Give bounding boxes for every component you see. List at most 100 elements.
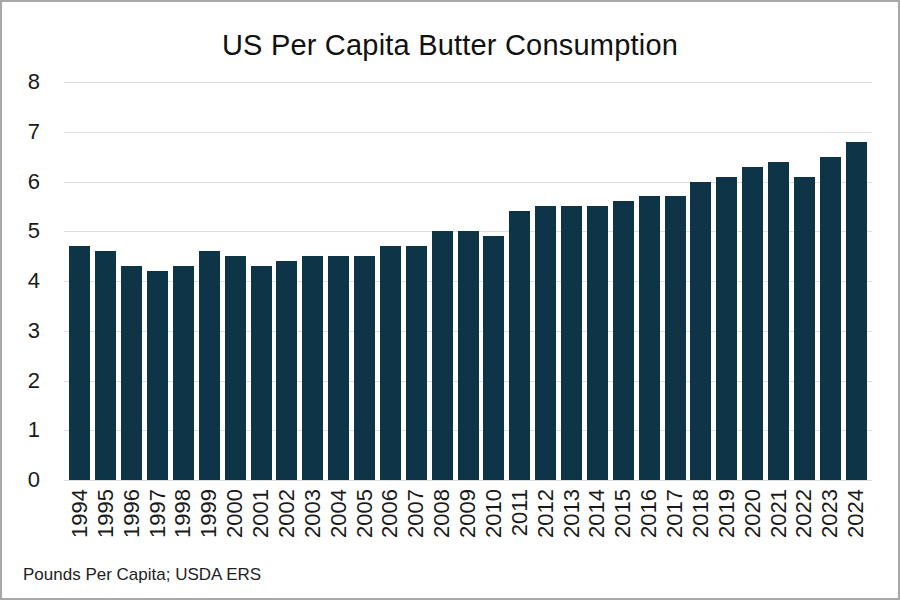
bar-column [559,82,585,480]
bar-column [93,82,119,480]
x-axis-tick-label: 2021 [768,489,790,538]
bar [639,196,660,480]
bar-column [455,82,481,480]
x-axis-tick: 2021 [766,480,792,552]
x-axis-tick-label: 1997 [147,489,169,538]
x-axis-tick: 2014 [585,480,611,552]
x-axis-tick: 2006 [378,480,404,552]
bar [432,231,453,480]
bar-column [378,82,404,480]
y-axis-tick-label: 8 [28,71,40,93]
bar-column [274,82,300,480]
bar [509,211,530,480]
bar-column [688,82,714,480]
x-axis-tick: 1997 [145,480,171,552]
x-axis-tick-label: 2007 [405,489,427,538]
bar-column [145,82,171,480]
bar [768,162,789,480]
bar-column [662,82,688,480]
bar [328,256,349,480]
y-axis-tick-label: 5 [28,220,40,242]
x-axis-tick: 1995 [93,480,119,552]
bar [846,142,867,480]
bar-column [507,82,533,480]
x-axis-tick-label: 1996 [121,489,143,538]
y-axis-tick-label: 6 [28,171,40,193]
y-axis: 012345678 [4,82,50,480]
x-axis-tick-label: 2012 [535,489,557,538]
bar-column [171,82,197,480]
x-axis-tick: 2024 [843,480,869,552]
bar-column [843,82,869,480]
bar-column [222,82,248,480]
bar-column [119,82,145,480]
y-axis-tick-label: 3 [28,320,40,342]
x-axis-tick-label: 2016 [638,489,660,538]
x-axis: 1994199519961997199819992000200120022003… [64,480,872,552]
x-axis-tick-label: 2018 [690,489,712,538]
x-axis-tick: 2022 [792,480,818,552]
x-axis-tick-label: 2013 [561,489,583,538]
bar-column [300,82,326,480]
bar [173,266,194,480]
x-axis-tick: 2010 [481,480,507,552]
x-axis-tick-label: 2001 [250,489,272,538]
bar-column [740,82,766,480]
bar-column [429,82,455,480]
bar-column [403,82,429,480]
bar [716,177,737,480]
x-axis-tick-label: 2022 [793,489,815,538]
bar-column [196,82,222,480]
bar [665,196,686,480]
bar [276,261,297,480]
x-axis-tick-label: 2020 [742,489,764,538]
x-axis-tick-label: 1994 [69,489,91,538]
x-axis-tick-label: 2009 [457,489,479,538]
x-axis-tick-label: 2011 [509,489,531,536]
x-axis-tick-label: 2010 [483,489,505,538]
plot-area: 012345678 199419951996199719981999200020… [64,82,872,480]
bar [95,251,116,480]
y-axis-tick-label: 2 [28,370,40,392]
x-axis-tick-label: 2019 [716,489,738,538]
x-axis-tick: 2003 [300,480,326,552]
bar [690,182,711,481]
x-axis-tick: 2018 [688,480,714,552]
x-axis-tick: 1994 [67,480,93,552]
bar [69,246,90,480]
x-axis-tick-label: 2014 [586,489,608,538]
x-axis-tick-label: 2003 [302,489,324,538]
x-axis-tick-label: 1998 [172,489,194,538]
x-axis-tick-label: 2024 [845,489,867,538]
bar-column [714,82,740,480]
x-axis-tick-label: 2004 [328,489,350,538]
x-axis-tick: 1996 [119,480,145,552]
x-axis-tick-label: 2002 [276,489,298,538]
bar-column [817,82,843,480]
x-axis-tick: 2017 [662,480,688,552]
bar [225,256,246,480]
x-axis-tick: 2008 [429,480,455,552]
x-axis-tick-label: 2006 [379,489,401,538]
bar-column [792,82,818,480]
bar [613,201,634,480]
bar-column [636,82,662,480]
x-axis-tick-label: 2000 [224,489,246,538]
chart-canvas: US Per Capita Butter Consumption 0123456… [0,0,900,600]
y-axis-tick-label: 0 [28,469,40,491]
bar [458,231,479,480]
x-axis-tick: 2009 [455,480,481,552]
x-axis-tick: 2016 [636,480,662,552]
bar [354,256,375,480]
x-axis-tick: 2001 [248,480,274,552]
bar [820,157,841,480]
x-axis-tick-label: 2008 [431,489,453,538]
x-axis-tick: 2002 [274,480,300,552]
bar [742,167,763,480]
bar [535,206,556,480]
bar-column [585,82,611,480]
bar-column [533,82,559,480]
bar [406,246,427,480]
x-axis-tick: 2013 [559,480,585,552]
bar [380,246,401,480]
